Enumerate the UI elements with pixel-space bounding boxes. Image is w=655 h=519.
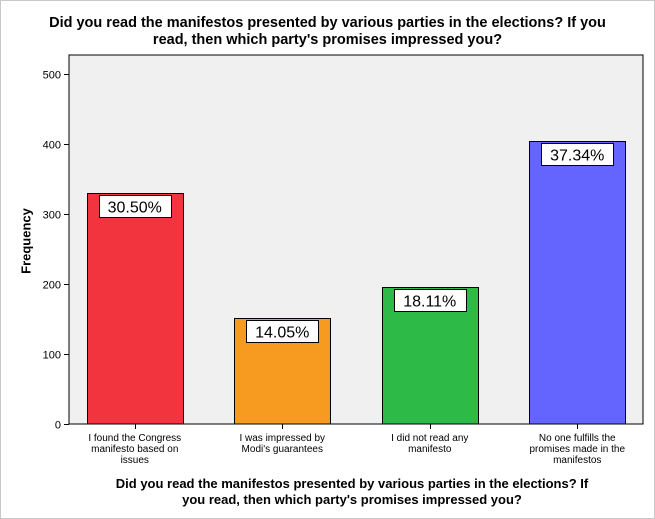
bar xyxy=(87,193,184,425)
data-label-box xyxy=(246,320,319,343)
y-tick-label: 400 xyxy=(43,140,61,152)
chart-title-line-1: Did you read the manifestos presented by… xyxy=(49,15,606,31)
y-tick-label: 500 xyxy=(43,70,61,82)
bar xyxy=(529,141,626,425)
data-label-box xyxy=(99,195,172,218)
x-axis-title-line-2: you read, then which party's promises im… xyxy=(182,492,522,507)
y-axis: 0 100 200 300 400 500 xyxy=(43,70,69,432)
data-label: 37.34% xyxy=(550,148,604,165)
x-axis: I found the Congress manifesto based on is… xyxy=(88,424,625,466)
bars: 30.50% 14.05% 18.11% 37.34% xyxy=(87,141,626,425)
y-tick-label: 300 xyxy=(43,210,61,222)
x-tick-label: I did not read any manifesto xyxy=(391,433,468,455)
y-tick-label: 200 xyxy=(43,280,61,292)
x-tick-label: I was impressed by Modi's guarantees xyxy=(239,433,325,455)
data-label: 18.11% xyxy=(403,294,456,311)
data-label: 14.05% xyxy=(255,325,309,342)
y-tick-label: 100 xyxy=(43,350,61,362)
data-label-box xyxy=(541,143,614,166)
chart-title-line-2: read, then which party's promises impres… xyxy=(152,32,503,48)
y-tick-label: 0 xyxy=(55,420,61,432)
x-tick-label: No one fulfills the promises made in the m… xyxy=(529,433,625,466)
data-label-box xyxy=(394,289,467,312)
data-label: 30.50% xyxy=(108,200,162,217)
x-axis-title: Did you read the manifestos presented by… xyxy=(60,476,644,508)
chart-title: Did you read the manifestos presented by… xyxy=(0,15,655,49)
x-axis-title-line-1: Did you read the manifestos presented by… xyxy=(115,476,589,491)
x-tick-label: I found the Congress manifesto based on is… xyxy=(88,433,181,466)
